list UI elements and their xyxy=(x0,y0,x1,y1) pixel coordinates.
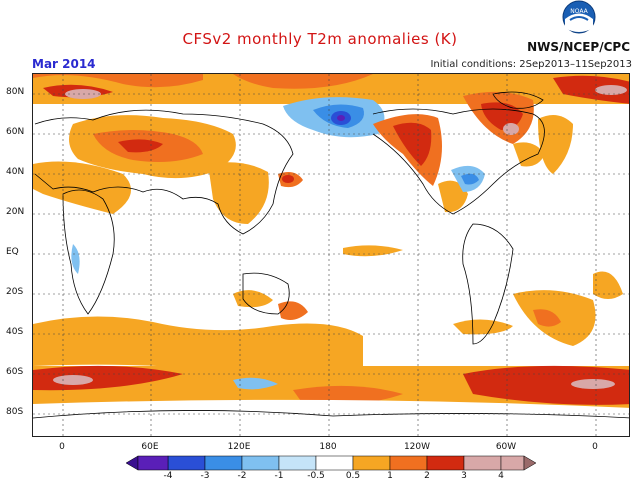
lat-label: 40N xyxy=(6,167,25,177)
legend-tick-label: -0.5 xyxy=(307,471,325,481)
chart-title: CFSv2 monthly T2m anomalies (K) xyxy=(182,30,458,48)
color-legend xyxy=(125,455,537,475)
lat-label: 20N xyxy=(6,207,25,217)
legend-color-box xyxy=(426,455,465,471)
legend-color-box xyxy=(315,455,354,471)
north-america-anomaly xyxy=(373,91,573,213)
legend-color-box xyxy=(241,455,280,471)
coastlines xyxy=(33,91,629,419)
lon-label: 180 xyxy=(319,442,337,452)
legend-color-box xyxy=(137,455,169,471)
graticule xyxy=(33,74,629,436)
legend-color-box xyxy=(278,455,317,471)
lon-label: 120E xyxy=(227,442,251,452)
eurasia-anomaly xyxy=(33,115,303,224)
lon-label: 60W xyxy=(495,442,517,452)
legend-color-box xyxy=(167,455,206,471)
legend-color-box xyxy=(389,455,428,471)
legend-tick-label: 0.5 xyxy=(345,471,361,481)
legend-color-box xyxy=(500,455,525,471)
lat-label: 20S xyxy=(6,287,24,297)
lat-label: 40S xyxy=(6,327,24,337)
lat-label: 80N xyxy=(6,87,25,97)
legend-color-box xyxy=(463,455,502,471)
legend-tick-label: 3 xyxy=(461,471,467,481)
legend-left-arrow xyxy=(125,455,139,471)
initial-conditions: Initial conditions: 2Sep2013–11Sep2013 xyxy=(430,59,632,70)
legend-tick-label: -4 xyxy=(163,471,173,481)
tropical-anomalies xyxy=(71,244,623,335)
legend-right-arrow xyxy=(523,455,537,471)
legend-tick-label: -1 xyxy=(274,471,284,481)
noaa-logo-text: NOAA xyxy=(570,8,588,15)
lon-label: 60E xyxy=(141,442,159,452)
lon-label: 120W xyxy=(403,442,431,452)
legend-tick-label: 4 xyxy=(498,471,504,481)
legend-tick-label: -3 xyxy=(200,471,210,481)
agency-label: NWS/NCEP/CPC xyxy=(527,40,630,54)
north-pacific-cold xyxy=(283,97,385,138)
lon-label: 0 xyxy=(59,442,65,452)
lon-label: 0 xyxy=(592,442,598,452)
noaa-logo: NOAA xyxy=(562,0,596,34)
southern-ocean-anomaly xyxy=(33,290,629,436)
lat-label: 80S xyxy=(6,407,24,417)
lat-label: EQ xyxy=(6,247,19,257)
lat-label: 60N xyxy=(6,127,25,137)
legend-tick-label: 2 xyxy=(424,471,430,481)
forecast-month: Mar 2014 xyxy=(32,57,96,71)
legend-tick-label: 1 xyxy=(387,471,393,481)
legend-color-box xyxy=(204,455,243,471)
legend-tick-label: -2 xyxy=(237,471,247,481)
anomaly-map xyxy=(32,73,630,437)
lat-label: 60S xyxy=(6,367,24,377)
legend-color-box xyxy=(352,455,391,471)
